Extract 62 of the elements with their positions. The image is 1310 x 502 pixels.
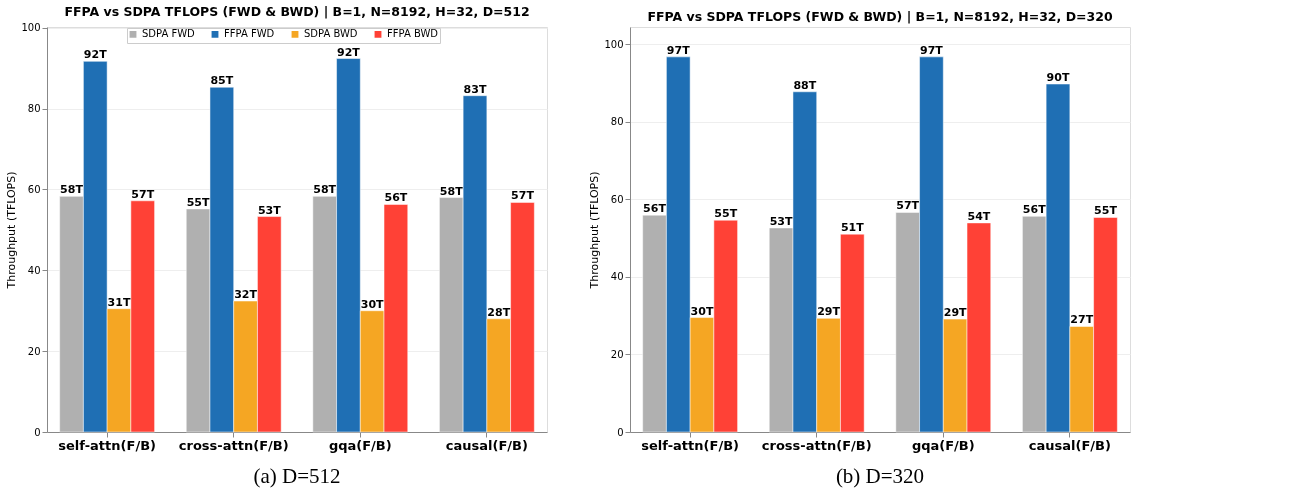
legend-label: FFPA FWD	[224, 28, 275, 40]
data-label: 58T	[439, 184, 464, 198]
data-label: 57T	[896, 199, 920, 213]
data-label: 56T	[643, 202, 667, 216]
data-label: 56T	[1022, 203, 1047, 217]
y-tick-label: 80	[27, 103, 41, 115]
y-tick-label: 20	[610, 348, 624, 360]
legend-label: FFPA BWD	[387, 28, 439, 40]
data-label: 56T	[384, 191, 408, 205]
chart-title: FFPA vs SDPA TFLOPS (FWD & BWD) | B=1, N=8192, H=32, D=320	[647, 8, 1113, 24]
y-tick-label: 0	[34, 426, 41, 438]
x-tick-label: causal(F/B)	[445, 437, 528, 453]
data-label: 58T	[60, 183, 84, 197]
data-label: 92T	[337, 45, 361, 59]
x-tick-label: cross-attn(F/B)	[178, 437, 289, 453]
data-label: 97T	[666, 43, 691, 57]
data-label: 90T	[1046, 71, 1070, 85]
legend-label: SDPA BWD	[304, 28, 358, 40]
data-label: 53T	[257, 203, 282, 217]
text: (a) D=512	[253, 464, 341, 488]
data-label: 92T	[83, 48, 108, 62]
chart-title: FFPA vs SDPA TFLOPS (FWD & BWD) | B=1, N=8192, H=32, D=512	[64, 4, 530, 20]
data-label: 28T	[487, 305, 511, 319]
text: (b) D=320	[835, 464, 925, 488]
data-label: 83T	[463, 82, 487, 96]
y-axis-title: Throughput (TFLOPS)	[588, 171, 602, 290]
data-label: 88T	[793, 78, 817, 92]
y-tick-label: 40	[27, 264, 41, 276]
data-label: 27T	[1070, 313, 1094, 327]
x-tick-label: self-attn(F/B)	[641, 437, 739, 453]
data-label: 30T	[690, 304, 714, 318]
y-tick-label: 60	[27, 183, 41, 195]
legend-label: SDPA FWD	[142, 28, 196, 40]
data-label: 54T	[967, 209, 991, 223]
data-label: 31T	[107, 295, 131, 309]
data-label: 57T	[131, 187, 155, 201]
data-label: 29T	[943, 306, 968, 320]
y-tick-label: 100	[21, 22, 41, 34]
data-label: 58T	[313, 183, 337, 197]
y-tick-label: 80	[610, 116, 624, 128]
data-label: 29T	[817, 305, 841, 319]
x-tick-label: gqa(F/B)	[328, 437, 392, 453]
data-label: 85T	[210, 74, 234, 88]
x-tick-label: cross-attn(F/B)	[761, 437, 872, 453]
data-label: 30T	[360, 297, 385, 311]
data-label: 57T	[511, 189, 535, 203]
y-tick-label: 20	[27, 345, 41, 357]
y-axis-title: Throughput (TFLOPS)	[5, 171, 19, 290]
data-label: 97T	[920, 43, 944, 57]
x-tick-label: self-attn(F/B)	[58, 437, 156, 453]
data-label: 55T	[186, 195, 211, 209]
y-tick-label: 100	[604, 38, 624, 50]
y-tick-label: 0	[617, 426, 624, 438]
x-tick-label: gqa(F/B)	[911, 437, 975, 453]
data-label: 51T	[840, 221, 865, 235]
x-tick-label: causal(F/B)	[1028, 437, 1111, 453]
data-label: 55T	[714, 207, 738, 221]
y-tick-label: 40	[610, 271, 624, 283]
y-tick-label: 60	[610, 193, 624, 205]
data-label: 55T	[1094, 204, 1118, 218]
data-label: 53T	[769, 214, 794, 228]
data-label: 32T	[234, 288, 258, 302]
